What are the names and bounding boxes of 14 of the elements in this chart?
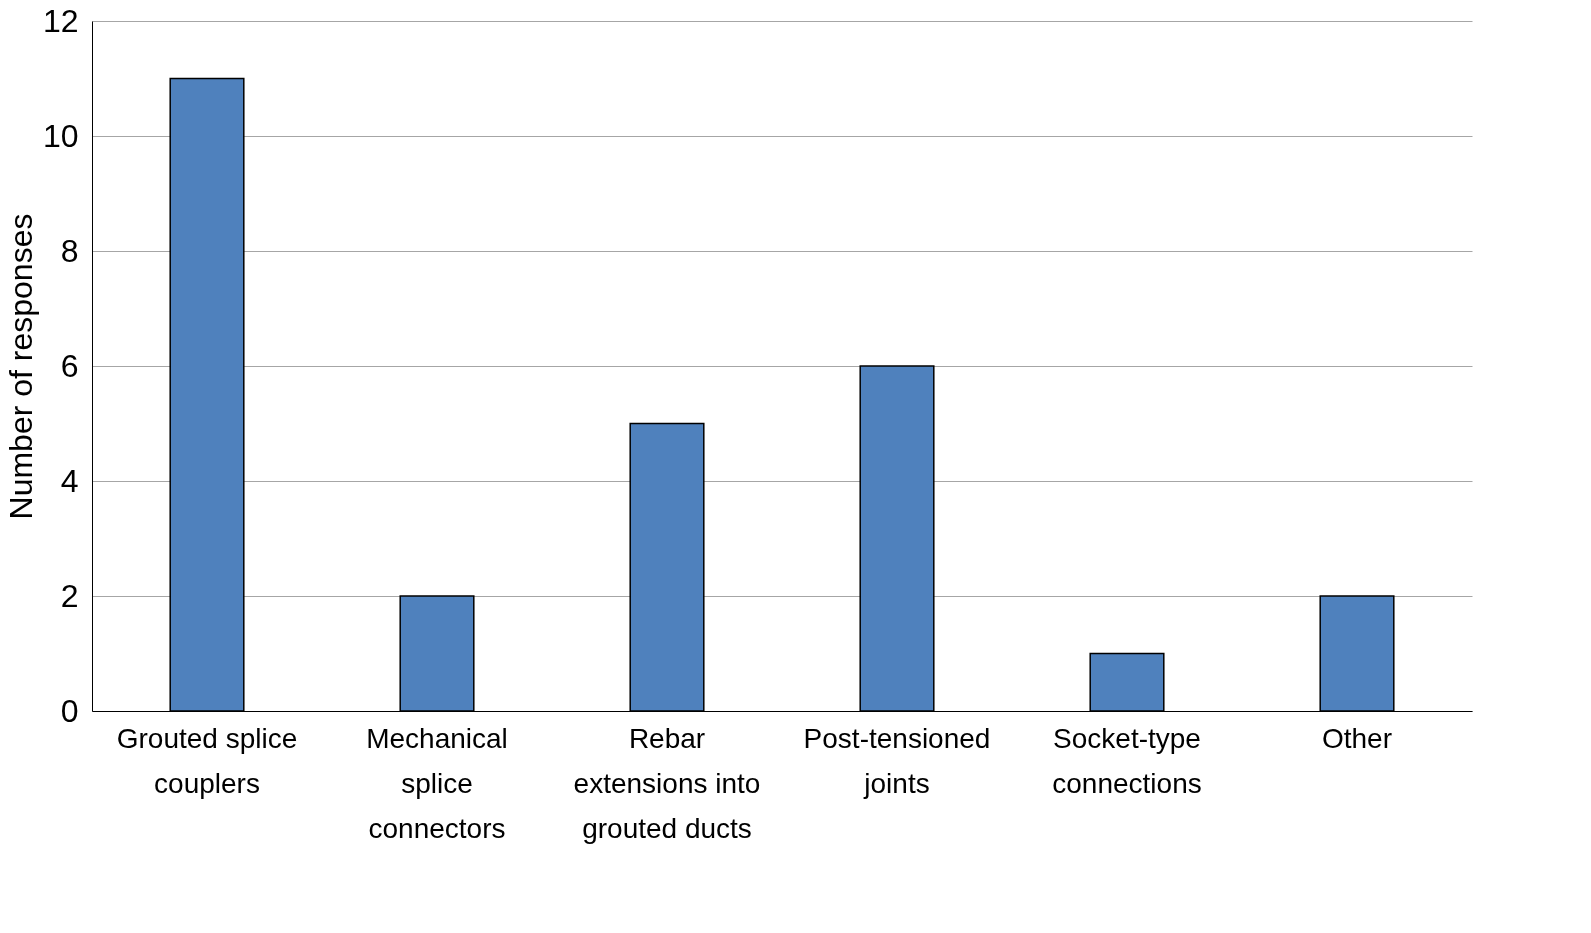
x-tick-label: Grouted splice couplers (116, 722, 298, 799)
x-tick-label: Socket-type connections (1052, 722, 1202, 799)
y-tick-label: 8 (60, 232, 79, 269)
y-axis-title: Number of responses (2, 213, 39, 520)
y-tick-label: 10 (42, 117, 79, 154)
y-tick-label: 6 (60, 347, 79, 384)
y-tick-label: 4 (60, 462, 79, 499)
y-tick-label: 0 (60, 692, 79, 729)
y-tick-label: 2 (60, 577, 79, 614)
x-tick-label: Mechanical splice connectors (366, 722, 508, 844)
x-tick-label: Post-tensioned joints (803, 722, 991, 799)
x-tick-label: Rebar extensions into grouted ducts (573, 722, 761, 844)
y-tick-label: 12 (42, 2, 79, 39)
x-tick-label: Other (1321, 722, 1393, 754)
